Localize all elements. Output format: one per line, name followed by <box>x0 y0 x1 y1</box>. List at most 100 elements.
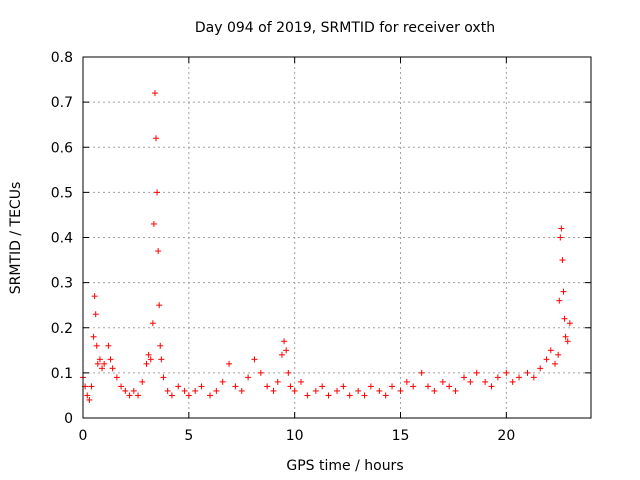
data-point <box>149 320 156 327</box>
data-point <box>291 387 298 394</box>
data-point <box>155 248 162 255</box>
data-point <box>556 297 563 304</box>
data-point <box>431 387 438 394</box>
data-point <box>494 374 501 381</box>
data-point <box>96 356 103 363</box>
y-tick-label: 0.2 <box>51 321 73 337</box>
data-point <box>160 374 167 381</box>
data-point <box>168 392 175 399</box>
data-point <box>156 302 163 309</box>
y-tick-label: 0.3 <box>51 276 73 292</box>
data-point <box>367 383 374 390</box>
data-point <box>537 365 544 372</box>
y-tick-label: 0.6 <box>51 140 73 156</box>
data-point <box>91 293 98 300</box>
data-point <box>281 338 288 345</box>
data-point <box>107 356 114 363</box>
data-point <box>94 360 101 367</box>
data-point <box>264 383 271 390</box>
x-tick-label: 15 <box>392 428 410 444</box>
data-point <box>439 378 446 385</box>
data-point <box>90 333 97 340</box>
data-point <box>181 387 188 394</box>
data-point <box>126 392 133 399</box>
data-point <box>92 311 99 318</box>
data-point <box>219 378 226 385</box>
data-point <box>418 369 425 376</box>
data-point <box>245 374 252 381</box>
data-point <box>213 387 220 394</box>
data-point <box>461 374 467 381</box>
data-point <box>198 383 205 390</box>
data-point <box>175 383 182 390</box>
data-point <box>105 342 112 349</box>
data-point <box>452 387 459 394</box>
y-axis-label: SRMTID / TECUs <box>8 182 24 295</box>
y-tick-label: 0.5 <box>51 185 73 201</box>
data-point <box>84 392 91 399</box>
data-point <box>319 383 326 390</box>
x-axis-label: GPS time / hours <box>286 458 403 474</box>
data-point <box>150 220 157 227</box>
chart-title: Day 094 of 2019, SRMTID for receiver oxt… <box>195 20 495 36</box>
data-point <box>467 378 474 385</box>
data-point <box>566 320 573 327</box>
y-tick-label: 0 <box>64 411 73 427</box>
data-point <box>109 365 116 372</box>
data-point <box>555 351 562 358</box>
x-tick-label: 20 <box>497 428 515 444</box>
data-point <box>135 392 142 399</box>
data-point <box>185 392 192 399</box>
data-point <box>516 374 523 381</box>
x-tick-label: 10 <box>286 428 304 444</box>
data-point <box>88 383 95 390</box>
y-tick-label: 0.7 <box>51 95 73 111</box>
data-point <box>86 396 93 403</box>
data-point <box>562 333 569 340</box>
data-point <box>99 365 106 372</box>
data-point <box>143 360 150 367</box>
y-axis: 0 0.1 0.2 0.3 0.4 0.5 0.6 0.7 0.8 <box>51 50 591 427</box>
x-tick-label: 0 <box>79 428 88 444</box>
data-point <box>101 360 108 367</box>
data-point <box>226 360 233 367</box>
data-point <box>560 288 567 295</box>
data-point <box>561 315 568 322</box>
y-tick-label: 0.1 <box>51 366 73 382</box>
data-point <box>139 378 146 385</box>
data-point <box>147 356 154 363</box>
data-point <box>509 378 516 385</box>
data-point <box>232 383 239 390</box>
data-point <box>543 356 550 363</box>
x-tick-label: 5 <box>184 428 193 444</box>
data-point <box>122 387 129 394</box>
data-point <box>334 387 340 394</box>
data-point <box>154 189 161 196</box>
data-point <box>361 392 368 399</box>
data-point <box>355 387 362 394</box>
data-point <box>558 225 565 232</box>
data-point <box>346 392 353 399</box>
data-point <box>382 392 389 399</box>
data-point <box>410 383 417 390</box>
data-point <box>274 378 281 385</box>
data-point <box>157 342 164 349</box>
data-point <box>304 392 311 399</box>
data-point <box>270 387 277 394</box>
data-point <box>524 369 531 376</box>
data-point <box>153 135 160 142</box>
data-point <box>376 387 383 394</box>
data-point <box>552 360 559 367</box>
data-point <box>113 374 120 381</box>
data-points <box>80 90 573 403</box>
data-point <box>340 383 347 390</box>
data-point <box>298 378 305 385</box>
data-point <box>257 369 264 376</box>
y-tick-label: 0.4 <box>51 231 73 247</box>
data-point <box>547 347 554 354</box>
data-point <box>164 387 171 394</box>
data-point <box>251 356 258 363</box>
data-point <box>530 374 537 381</box>
data-point <box>145 351 152 358</box>
data-point <box>564 338 571 345</box>
